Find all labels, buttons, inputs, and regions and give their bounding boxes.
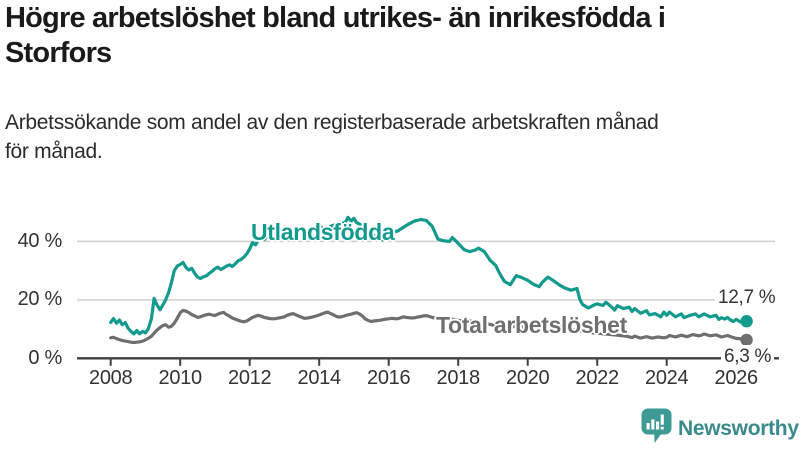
brand-name: Newsworthy	[678, 417, 799, 440]
end-value-label-utlandsfodda: 12,7 %	[715, 286, 779, 310]
newsworthy-logo: Newsworthy	[640, 406, 799, 448]
page-title: Högre arbetslöshet bland utrikes- än inr…	[5, 1, 795, 71]
chart-subtitle: Arbetssökande som andel av den registerb…	[5, 108, 795, 166]
page-title-line2: Storfors	[5, 37, 112, 69]
series-end-dot-1	[740, 333, 753, 347]
series-end-dot-0	[740, 315, 753, 328]
bar-chart-exclamation-glyph	[646, 414, 664, 430]
series-label-utlandsfodda: Utlandsfödda	[251, 219, 395, 245]
speech-bubble-bar-chart-icon	[641, 408, 672, 444]
series-line-1	[109, 308, 749, 345]
series-line-0	[109, 215, 749, 336]
series-label-total-arbetsloshet: Total arbetslöshet	[436, 312, 627, 338]
page-title-line1: Högre arbetslöshet bland utrikes- än inr…	[5, 2, 666, 34]
end-value-label-total: 6,3 %	[721, 345, 775, 369]
chart-subtitle-line2: för månad.	[5, 140, 103, 163]
chart-subtitle-line1: Arbetssökande som andel av den registerb…	[5, 111, 659, 134]
